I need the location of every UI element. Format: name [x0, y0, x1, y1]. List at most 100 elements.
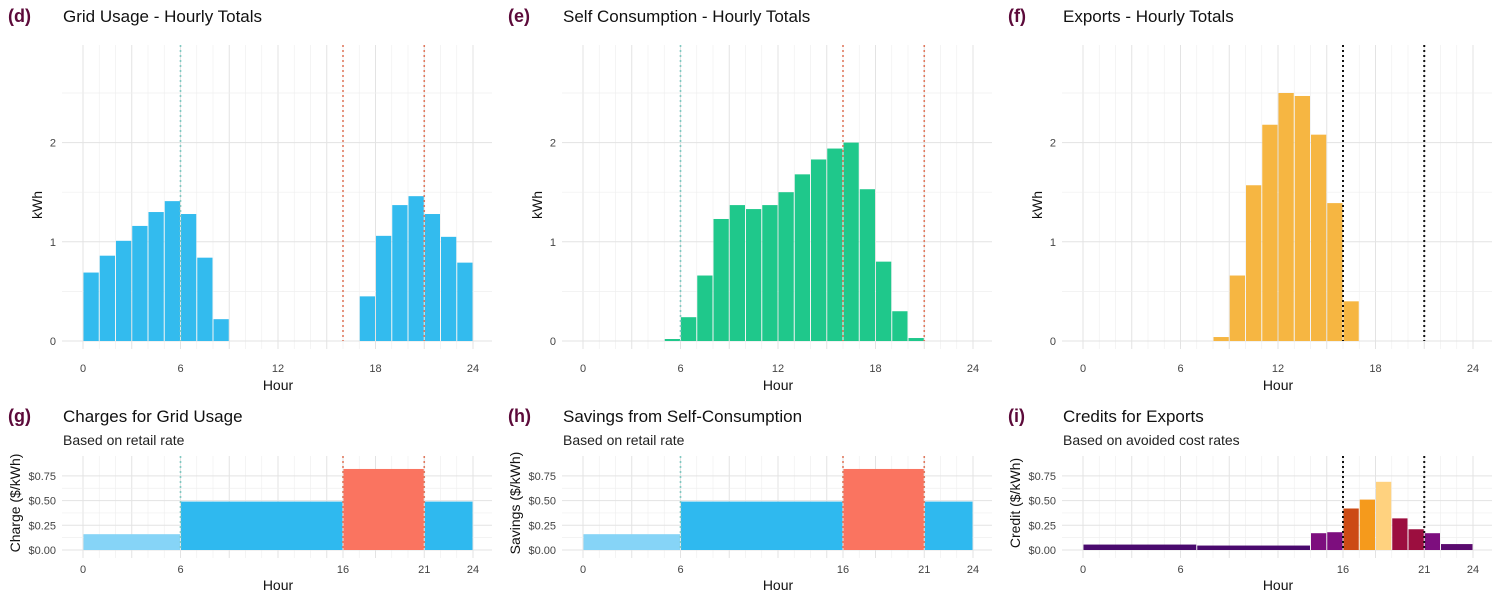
bar [83, 534, 180, 550]
bar [876, 261, 892, 341]
bar [908, 338, 924, 341]
bar [1392, 518, 1408, 550]
y-tick-label: $0.00 [528, 545, 556, 557]
bar [664, 339, 680, 341]
x-tick-label: 0 [580, 564, 586, 576]
x-tick-label: 12 [272, 363, 284, 375]
bars [83, 196, 473, 341]
y-tick-label: $0.25 [528, 520, 556, 532]
bars [83, 468, 473, 550]
x-tick-label: 6 [1177, 363, 1183, 375]
y-tick-label: 2 [50, 138, 56, 150]
bar [1311, 533, 1327, 550]
bar [376, 235, 392, 341]
bar [681, 317, 697, 341]
x-tick-label: 6 [677, 363, 683, 375]
bar [164, 201, 180, 341]
panel-tag: (d) [8, 6, 31, 26]
y-tick-label: $0.75 [528, 471, 556, 483]
y-tick-label: 1 [550, 237, 556, 249]
bar [1343, 508, 1359, 550]
y-tick-label: $0.25 [28, 520, 56, 532]
x-axis-label: Hour [263, 377, 294, 393]
chart-panel-h: 0 6 16 21 24 $0.00 $0.25 $0.50 $0.75 Hour Savings … [507, 406, 992, 593]
bar [1327, 203, 1343, 341]
y-axis-label: kWh [29, 191, 45, 219]
x-tick-label: 24 [967, 363, 979, 375]
y-axis-label: kWh [529, 191, 545, 219]
bar [811, 159, 827, 341]
x-tick-label: 12 [772, 363, 784, 375]
bar [827, 148, 843, 341]
x-tick-label: 6 [177, 564, 183, 576]
y-axis-label: kWh [1029, 191, 1045, 219]
bar [1213, 337, 1229, 341]
x-tick-label: 0 [80, 564, 86, 576]
y-tick-label: $0.25 [1028, 520, 1056, 532]
x-tick-label: 21 [1418, 564, 1430, 576]
y-tick-label: 2 [550, 138, 556, 150]
tick-labels: 0 6 16 21 24 $0.00 $0.25 $0.50 $0.75 [528, 471, 979, 576]
x-axis-label: Hour [1263, 577, 1294, 593]
bar [583, 534, 680, 550]
chart-title: Self Consumption - Hourly Totals [563, 7, 810, 26]
x-tick-label: 24 [1467, 564, 1479, 576]
chart-subtitle: Based on avoided cost rates [1063, 432, 1240, 448]
tick-labels: 0 6 16 21 24 $0.00 $0.25 $0.50 $0.75 [1028, 471, 1479, 576]
reference-lines [1342, 45, 1426, 341]
bar [843, 468, 924, 550]
reference-lines [679, 456, 926, 550]
bar [778, 192, 794, 341]
bar [343, 468, 424, 550]
x-tick-label: 21 [418, 564, 430, 576]
bar [1359, 499, 1375, 550]
bar [408, 196, 424, 341]
y-tick-label: $0.50 [28, 496, 56, 508]
bars [664, 142, 924, 341]
chart-subtitle: Based on retail rate [563, 432, 685, 448]
chart-title: Credits for Exports [1063, 407, 1204, 426]
bar [892, 311, 908, 341]
bar [713, 218, 729, 341]
x-tick-label: 24 [467, 564, 479, 576]
x-tick-label: 16 [837, 564, 849, 576]
x-tick-label: 18 [869, 363, 881, 375]
bar [1229, 275, 1245, 341]
y-axis-label: Savings ($/kWh) [507, 452, 523, 555]
bar [132, 225, 148, 341]
bar [762, 205, 778, 341]
bar [681, 501, 843, 550]
x-tick-label: 0 [580, 363, 586, 375]
grid [62, 45, 492, 349]
reference-lines [179, 45, 426, 341]
bar [1083, 544, 1197, 550]
x-tick-label: 0 [1080, 363, 1086, 375]
bar [1197, 545, 1310, 550]
bar [148, 212, 164, 341]
y-axis-label: Charge ($/kWh) [7, 454, 23, 553]
chart-title: Savings from Self-Consumption [563, 407, 802, 426]
bar [1278, 93, 1294, 341]
bar [441, 236, 457, 341]
bar [924, 501, 973, 550]
y-tick-label: $0.50 [1028, 496, 1056, 508]
x-axis-label: Hour [1263, 377, 1294, 393]
bar [392, 205, 408, 341]
bar [181, 501, 343, 550]
chart-subtitle: Based on retail rate [63, 432, 185, 448]
bar [1246, 185, 1262, 341]
y-tick-label: $0.50 [528, 496, 556, 508]
chart-title: Grid Usage - Hourly Totals [63, 7, 262, 26]
x-tick-label: 6 [177, 363, 183, 375]
x-tick-label: 6 [1177, 564, 1183, 576]
bar [1408, 529, 1424, 550]
bar [1343, 301, 1359, 341]
x-tick-label: 16 [337, 564, 349, 576]
x-axis-label: Hour [763, 377, 794, 393]
x-tick-label: 0 [80, 363, 86, 375]
panel-tag: (i) [1008, 406, 1025, 426]
y-tick-label: 2 [1050, 138, 1056, 150]
reference-lines [679, 45, 926, 341]
